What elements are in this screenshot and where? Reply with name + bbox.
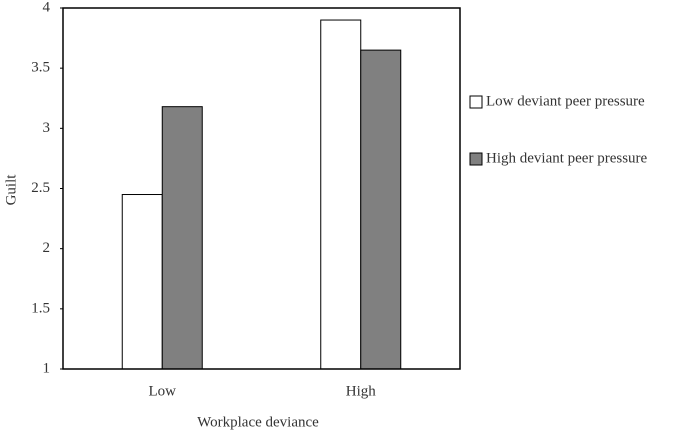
bar [360,49,402,370]
y-tick-label: 2 [43,240,51,256]
y-tick-label: 4 [43,0,51,15]
bar [121,194,163,370]
x-tick-label: High [346,383,377,399]
y-axis-label: Guilt [3,174,19,206]
legend-swatch [469,152,483,166]
y-tick-label: 3 [43,120,51,136]
bar [161,106,203,370]
y-tick-label: 1 [43,360,51,376]
y-tick-label: 2.5 [31,180,50,196]
plot-frame [62,7,461,370]
legend-label: Low deviant peer pressure [486,93,645,109]
y-tick-label: 1.5 [31,300,50,316]
legend-label: High deviant peer pressure [486,150,648,166]
x-axis-label: Workplace deviance [197,414,319,430]
legend-swatch [469,95,483,109]
bar [320,19,362,370]
x-tick-label: Low [149,383,177,399]
y-tick-label: 3.5 [31,60,50,76]
